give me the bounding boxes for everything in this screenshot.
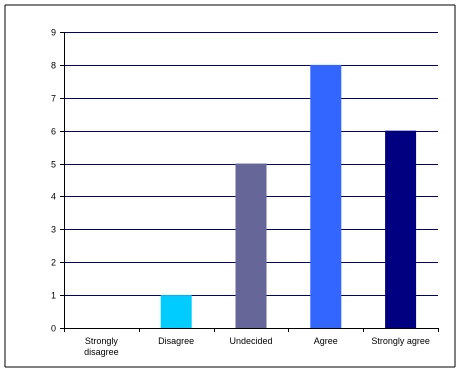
chart-border: [4, 4, 456, 368]
y-tick-label-3: 3: [51, 225, 56, 235]
y-tick-label-6: 6: [51, 127, 56, 137]
y-tick-labels: 0 1 2 3 4 5 6 7 8 9: [51, 28, 56, 334]
bar-strongly-agree: [385, 130, 417, 328]
x-category-label-agree: Agree: [314, 336, 338, 346]
y-tick-label-1: 1: [51, 291, 56, 301]
x-category-label-undecided: Undecided: [229, 336, 272, 346]
y-tick-label-9: 9: [51, 28, 56, 38]
x-category-label-line: Strongly agree: [371, 336, 430, 346]
x-category-labels: Strongly disagree Disagree Undecided Agree St…: [84, 336, 430, 357]
y-tick-label-0: 0: [51, 324, 56, 334]
x-category-label-line: Undecided: [229, 336, 272, 346]
x-category-label-line: Disagree: [158, 336, 194, 346]
x-category-label-line: Agree: [314, 336, 338, 346]
bar-agree: [310, 64, 342, 328]
bar-disagree: [160, 295, 192, 328]
x-category-label-line: Strongly: [85, 336, 119, 346]
y-tick-label-8: 8: [51, 61, 56, 71]
axes: [60, 32, 439, 332]
y-tick-label-2: 2: [51, 258, 56, 268]
y-tick-label-7: 7: [51, 94, 56, 104]
y-tick-label-4: 4: [51, 192, 56, 202]
x-category-label-strongly-agree: Strongly agree: [371, 336, 430, 346]
bar-undecided: [235, 163, 267, 328]
x-category-label-disagree: Disagree: [158, 336, 194, 346]
x-category-label-line: disagree: [84, 347, 119, 357]
x-category-label-strongly-disagree: Strongly disagree: [84, 336, 119, 357]
bars: [160, 64, 417, 328]
y-tick-label-5: 5: [51, 160, 56, 170]
